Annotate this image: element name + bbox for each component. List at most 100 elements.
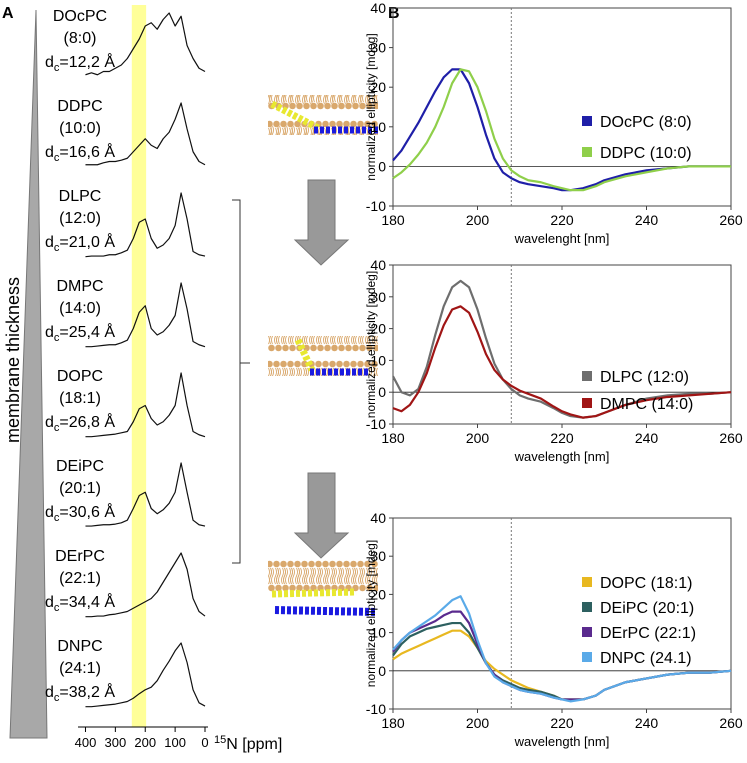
thickness-value: =26,8 Å xyxy=(59,412,115,431)
panel-label: B xyxy=(388,5,400,22)
x-tick-label: 260 xyxy=(719,430,743,446)
sample-chain: (8:0) xyxy=(64,30,97,47)
thickness-symbol: d xyxy=(45,504,54,521)
sample-name: DLPC xyxy=(59,188,102,205)
thickness-value: =12,2 Å xyxy=(59,52,115,71)
legend-swatch xyxy=(582,371,592,381)
x-tick-label: 200 xyxy=(466,212,490,228)
x-tick-label: 260 xyxy=(719,212,743,228)
y-tick-label: -10 xyxy=(366,701,386,717)
y-tick-label: 20 xyxy=(370,586,386,602)
x-tick-label: 240 xyxy=(635,715,659,731)
sample-name: DEiPC xyxy=(56,458,104,475)
arrow xyxy=(293,179,350,266)
x-tick-label: 180 xyxy=(381,715,405,731)
sample-chain: (10:0) xyxy=(59,120,101,137)
x-tick-label: 200 xyxy=(466,430,490,446)
thickness-value: =25,4 Å xyxy=(59,322,115,341)
x-axis-label-sup: 15 xyxy=(214,734,226,746)
sample-name: DErPC xyxy=(55,548,105,565)
thickness-subscript: c xyxy=(54,512,60,524)
thickness-subscript: c xyxy=(54,602,60,614)
y-tick-label: 0 xyxy=(378,663,386,679)
legend-swatch xyxy=(582,398,592,408)
y-tick-label: -10 xyxy=(366,198,386,214)
thickness-symbol: d xyxy=(45,234,54,251)
x-axis-label: wavelength [nm] xyxy=(514,449,610,464)
sample-name: DMPC xyxy=(56,278,103,295)
thickness-symbol: d xyxy=(45,144,54,161)
legend-label: DOPC (18:1) xyxy=(600,575,692,592)
sample-name: DDPC xyxy=(57,98,102,115)
x-tick-label: 240 xyxy=(635,430,659,446)
thickness-subscript: c xyxy=(54,332,60,344)
thickness-subscript: c xyxy=(54,62,60,74)
thickness-subscript: c xyxy=(54,692,60,704)
data-line xyxy=(392,305,732,419)
y-tick-label: 0 xyxy=(378,384,386,400)
x-axis-label: wavelenght [nm] xyxy=(514,231,610,246)
sample-thickness: dc=38,2 Å xyxy=(45,682,115,704)
sample-thickness: dc=34,4 Å xyxy=(45,592,115,614)
sample-chain: (14:0) xyxy=(59,300,101,317)
legend-swatch xyxy=(582,652,592,662)
data-line xyxy=(392,68,731,192)
legend-swatch xyxy=(582,147,592,157)
data-line xyxy=(85,642,206,708)
panel-label: A xyxy=(2,5,14,22)
thickness-symbol: d xyxy=(45,594,54,611)
sample-name: DNPC xyxy=(57,638,102,655)
legend-label: DNPC (24.1) xyxy=(600,650,692,667)
sample-name: DOPC xyxy=(57,368,103,385)
legend-swatch xyxy=(582,627,592,637)
y-tick-label: 10 xyxy=(370,625,386,641)
sample-thickness: dc=30,6 Å xyxy=(45,502,115,524)
thickness-symbol: d xyxy=(45,684,54,701)
data-line xyxy=(392,68,731,192)
data-line xyxy=(85,462,206,527)
sample-name: DOcPC xyxy=(53,8,107,25)
x-tick-label: 400 xyxy=(75,735,97,750)
legend-swatch xyxy=(582,577,592,587)
membrane-1 xyxy=(268,95,378,135)
annotation: membrane thickness xyxy=(3,277,23,443)
legend-label: DErPC (22:1) xyxy=(600,625,696,642)
sample-thickness: dc=16,6 Å xyxy=(45,142,115,164)
x-axis-label-text: N [ppm] xyxy=(226,736,282,753)
y-tick-label: 40 xyxy=(370,510,386,526)
y-tick-label: 30 xyxy=(370,289,386,305)
data-line xyxy=(85,282,206,348)
sample-thickness: dc=12,2 Å xyxy=(45,52,115,74)
thickness-symbol: d xyxy=(45,414,54,431)
legend-label: DLPC (12:0) xyxy=(600,369,689,386)
sample-thickness: dc=21,0 Å xyxy=(45,232,115,254)
x-tick-label: 0 xyxy=(201,735,208,750)
thickness-value: =16,6 Å xyxy=(59,142,115,161)
x-tick-label: 240 xyxy=(635,212,659,228)
x-tick-label: 200 xyxy=(134,735,156,750)
thickness-value: =30,6 Å xyxy=(59,502,115,521)
legend-label: DMPC (14:0) xyxy=(600,396,693,413)
membrane-2 xyxy=(268,336,378,376)
highlight-band xyxy=(131,5,147,727)
x-tick-label: 220 xyxy=(550,212,574,228)
sample-chain: (18:1) xyxy=(59,390,101,407)
data-line xyxy=(85,192,206,258)
y-tick-label: 30 xyxy=(370,40,386,56)
y-tick-label: 30 xyxy=(370,548,386,564)
y-axis-label: normalized ellipticity [mdeg] xyxy=(364,540,378,687)
y-tick-label: 20 xyxy=(370,321,386,337)
thickness-symbol: d xyxy=(45,54,54,71)
legend-label: DDPC (10:0) xyxy=(600,145,692,162)
data-line xyxy=(85,102,206,166)
y-axis-label: normalized ellipticity [mdeg] xyxy=(364,33,378,180)
thickness-symbol: d xyxy=(45,324,54,341)
y-tick-label: 10 xyxy=(370,119,386,135)
x-tick-label: 260 xyxy=(719,715,743,731)
legend-swatch xyxy=(582,116,592,126)
x-axis-label: wavelength [nm] xyxy=(514,734,610,749)
y-tick-label: 10 xyxy=(370,352,386,368)
x-tick-label: 180 xyxy=(381,212,405,228)
